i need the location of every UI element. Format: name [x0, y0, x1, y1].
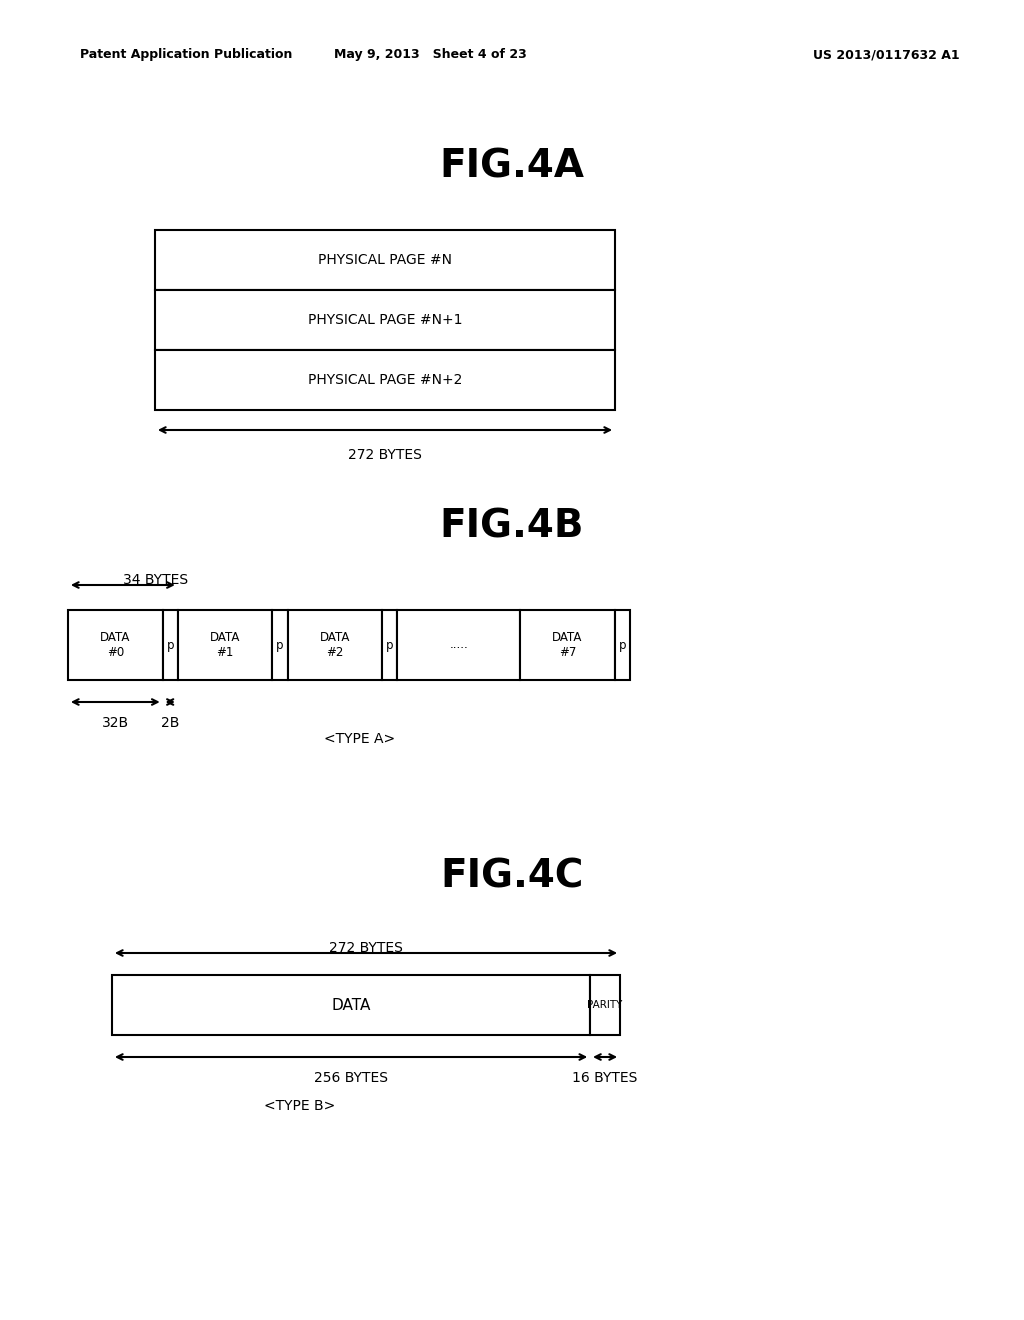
- Text: <TYPE A>: <TYPE A>: [325, 733, 395, 746]
- Text: DATA
#2: DATA #2: [319, 631, 350, 659]
- Bar: [155, 230, 615, 290]
- Text: 16 BYTES: 16 BYTES: [572, 1071, 638, 1085]
- Bar: [68, 610, 163, 680]
- Bar: [178, 610, 272, 680]
- Text: PHYSICAL PAGE #N: PHYSICAL PAGE #N: [318, 253, 452, 267]
- Bar: [112, 975, 590, 1035]
- Text: US 2013/0117632 A1: US 2013/0117632 A1: [813, 48, 961, 61]
- Text: FIG.4B: FIG.4B: [439, 508, 585, 546]
- Text: .....: .....: [450, 639, 468, 652]
- Bar: [288, 610, 382, 680]
- Text: 34 BYTES: 34 BYTES: [123, 573, 188, 587]
- Bar: [590, 975, 620, 1035]
- Text: p: p: [618, 639, 627, 652]
- Bar: [155, 290, 615, 350]
- Text: 256 BYTES: 256 BYTES: [314, 1071, 388, 1085]
- Bar: [272, 610, 288, 680]
- Text: DATA
#1: DATA #1: [210, 631, 241, 659]
- Text: Patent Application Publication: Patent Application Publication: [80, 48, 293, 61]
- Text: DATA
#0: DATA #0: [100, 631, 130, 659]
- Text: p: p: [167, 639, 174, 652]
- Bar: [163, 610, 178, 680]
- Bar: [382, 610, 397, 680]
- Text: FIG.4C: FIG.4C: [440, 858, 584, 896]
- Text: DATA
#7: DATA #7: [552, 631, 583, 659]
- Text: PHYSICAL PAGE #N+1: PHYSICAL PAGE #N+1: [308, 313, 462, 327]
- Bar: [614, 610, 630, 680]
- Text: PHYSICAL PAGE #N+2: PHYSICAL PAGE #N+2: [308, 374, 462, 387]
- Text: 32B: 32B: [101, 715, 129, 730]
- Text: <TYPE B>: <TYPE B>: [264, 1100, 336, 1113]
- Text: p: p: [276, 639, 284, 652]
- Text: FIG.4A: FIG.4A: [439, 148, 585, 186]
- Text: PARITY: PARITY: [588, 1001, 623, 1010]
- Text: DATA: DATA: [332, 998, 371, 1012]
- Text: 2B: 2B: [161, 715, 179, 730]
- Text: 272 BYTES: 272 BYTES: [348, 447, 422, 462]
- Text: p: p: [386, 639, 393, 652]
- Text: May 9, 2013   Sheet 4 of 23: May 9, 2013 Sheet 4 of 23: [334, 48, 526, 61]
- Bar: [520, 610, 614, 680]
- Bar: [155, 350, 615, 411]
- Text: 272 BYTES: 272 BYTES: [329, 941, 402, 954]
- Bar: [397, 610, 520, 680]
